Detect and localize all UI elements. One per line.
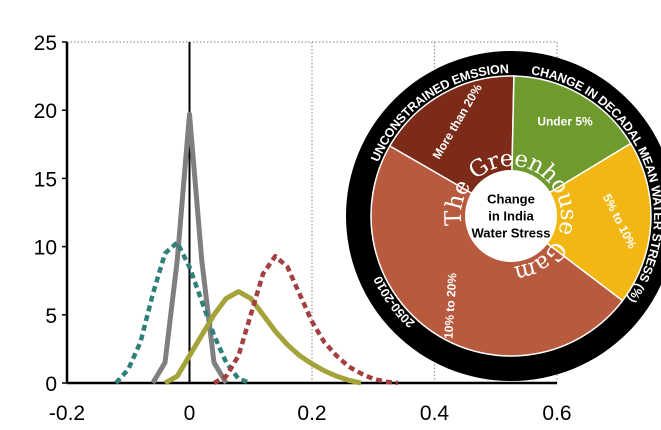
center-label: Change [487, 191, 535, 206]
x-tick-label: 0.2 [297, 402, 326, 425]
center-label: Water Stress [472, 225, 551, 240]
chart: -0.200.20.40.60510152025 More than 20%Un… [0, 0, 661, 430]
center-label: in India [488, 208, 534, 223]
x-tick-label: 0.4 [420, 402, 450, 425]
density-line [165, 292, 361, 383]
slice-label: Under 5% [537, 115, 593, 129]
x-tick-label: 0 [184, 402, 196, 425]
y-tick-label: 20 [34, 100, 57, 123]
y-tick-label: 10 [34, 237, 57, 260]
pie-chart: More than 20%Under 5%5% to 10%10% to 20%… [0, 0, 661, 381]
y-tick-label: 5 [45, 305, 57, 328]
x-tick-label: 0.6 [542, 402, 571, 425]
x-tick-label: -0.2 [49, 402, 85, 425]
y-tick-label: 15 [34, 168, 57, 191]
y-tick-label: 0 [45, 373, 57, 396]
y-tick-label: 25 [34, 32, 57, 55]
